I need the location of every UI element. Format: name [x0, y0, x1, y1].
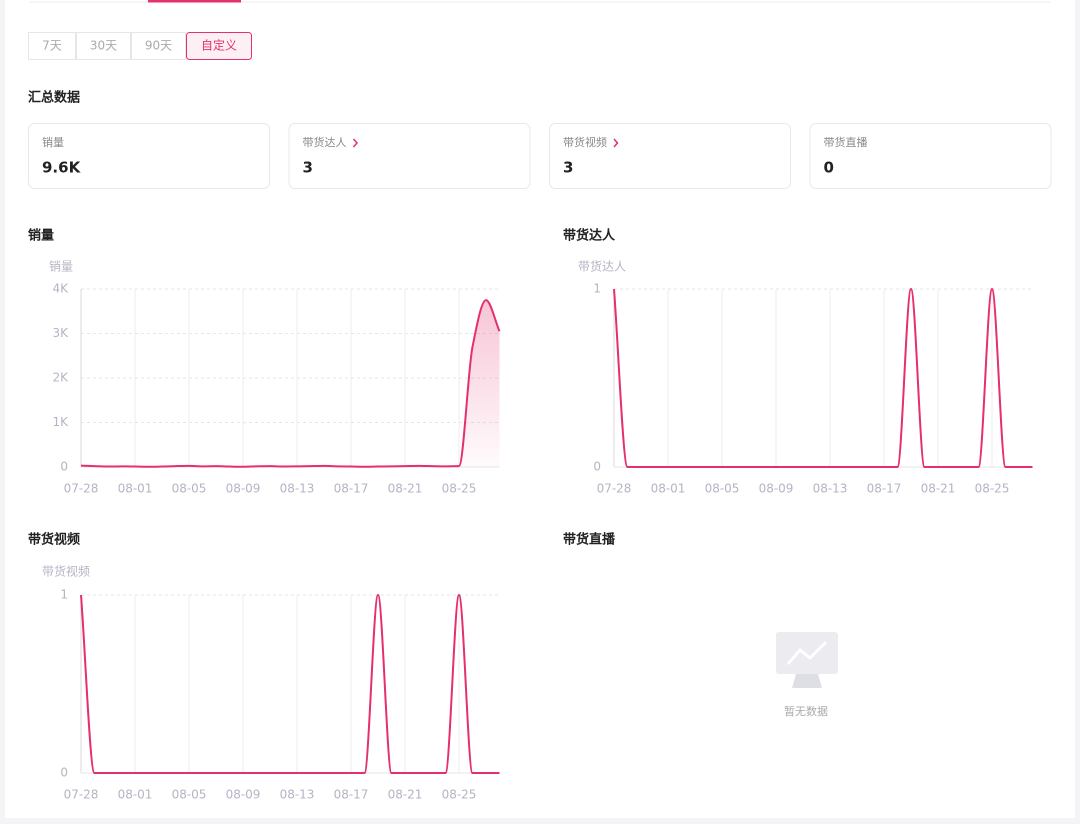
x-tick-label: 08-25: [442, 788, 477, 802]
x-tick-label: 08-21: [388, 482, 423, 496]
chart-title: 带货达人: [563, 228, 616, 244]
x-tick-label: 08-01: [118, 482, 153, 496]
x-tick-label: 08-21: [921, 482, 956, 496]
chart-title: 销量: [28, 228, 54, 244]
y-tick-label: 0: [593, 460, 601, 474]
y-tick-label: 1: [593, 282, 601, 296]
line: [80, 593, 500, 774]
section-title: 汇总数据: [28, 90, 80, 106]
x-tick-label: 08-17: [867, 482, 902, 496]
range-button-label: 7天: [42, 39, 62, 53]
x-tick-label: 07-28: [597, 482, 632, 496]
y-axis-title: 带货视频: [42, 564, 90, 579]
x-tick-label: 08-01: [651, 482, 686, 496]
y-tick-label: 0: [60, 766, 68, 780]
tab-indicator: [148, 0, 241, 3]
empty-message: 暂无数据: [784, 704, 828, 718]
x-tick-label: 08-17: [334, 482, 369, 496]
line: [80, 299, 501, 468]
x-tick-label: 08-25: [975, 482, 1010, 496]
card-label: 带货直播: [824, 135, 868, 149]
card-label: 销量: [42, 135, 64, 149]
card-value: 3: [563, 159, 573, 177]
summary-card: [288, 123, 531, 189]
card-value: 3: [303, 159, 313, 177]
card-value: 0: [824, 159, 834, 177]
x-tick-label: 07-28: [64, 788, 99, 802]
range-button[interactable]: [28, 32, 76, 60]
summary-card: [549, 123, 791, 189]
range-button[interactable]: [76, 32, 131, 60]
summary-card: [809, 123, 1052, 189]
x-tick-label: 08-21: [388, 788, 423, 802]
empty-icon: [776, 632, 838, 688]
y-tick-label: 4K: [52, 282, 69, 296]
card-label: 带货视频: [563, 135, 607, 149]
range-button[interactable]: [131, 32, 186, 60]
y-axis-title: 带货达人: [578, 259, 626, 274]
card-label: 带货达人: [303, 135, 347, 149]
y-tick-label: 0: [60, 460, 68, 474]
panel: [5, 0, 1075, 818]
range-button-label: 90天: [145, 39, 172, 53]
x-tick-label: 08-17: [334, 788, 369, 802]
card-link-chevron[interactable]: [613, 138, 619, 148]
x-tick-label: 08-13: [280, 482, 315, 496]
chart-title: 带货视频: [28, 532, 80, 548]
range-button-label: 30天: [90, 39, 117, 53]
range-button[interactable]: [186, 32, 252, 60]
x-tick-label: 07-28: [64, 482, 99, 496]
range-button-label: 自定义: [201, 38, 237, 53]
x-tick-label: 08-13: [813, 482, 848, 496]
x-tick-label: 08-25: [442, 482, 477, 496]
x-tick-label: 08-09: [759, 482, 794, 496]
x-tick-label: 08-01: [118, 788, 153, 802]
y-tick-label: 3K: [52, 326, 69, 340]
x-tick-label: 08-09: [226, 482, 261, 496]
card-link-chevron[interactable]: [352, 138, 358, 148]
x-tick-label: 08-05: [172, 788, 207, 802]
card-value: 9.6K: [42, 159, 82, 177]
chart-title: 带货直播: [563, 532, 616, 548]
line: [613, 287, 1033, 469]
x-tick-label: 08-05: [705, 482, 740, 496]
y-tick-label: 2K: [52, 371, 69, 385]
y-tick-label: 1: [60, 588, 68, 602]
summary-card: [28, 123, 270, 189]
x-tick-label: 08-05: [172, 482, 207, 496]
y-tick-label: 1K: [52, 415, 69, 429]
x-tick-label: 08-09: [226, 788, 261, 802]
x-tick-label: 08-13: [280, 788, 315, 802]
y-axis-title: 销量: [49, 260, 73, 274]
